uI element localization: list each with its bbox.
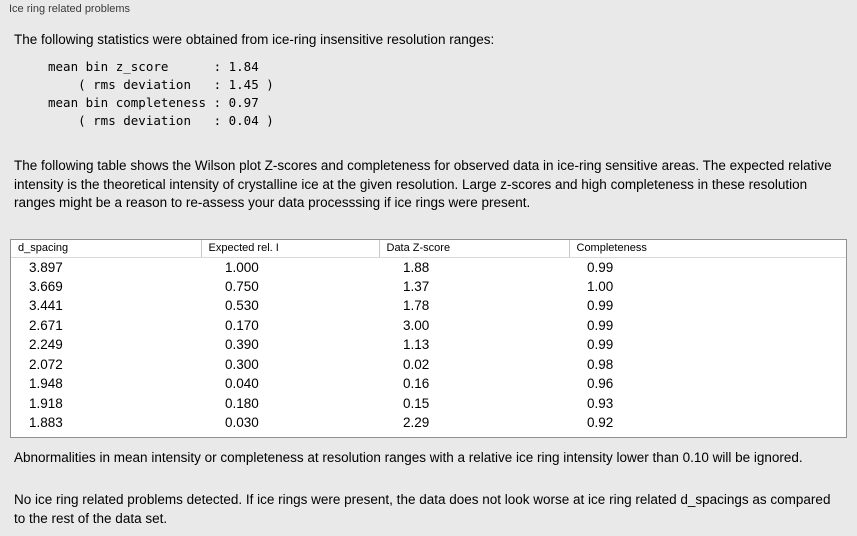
table-cell: 1.78 (403, 298, 430, 314)
ice-table-body: 3.897 1.000 1.88 0.99 3.669 0.750 1.37 1.00 3.44… (11, 257, 846, 433)
table-row[interactable]: 1.948 0.040 0.16 0.96 (11, 374, 846, 394)
table-cell: 1.918 (29, 395, 63, 411)
table-cell: 0.99 (587, 337, 614, 353)
table-cell: 2.671 (29, 317, 63, 333)
table-row[interactable]: 1.883 0.030 2.29 0.92 (11, 413, 846, 433)
conclusion-text: No ice ring related problems detected. I… (14, 492, 831, 526)
table-cell: 3.00 (403, 317, 430, 333)
table-row[interactable]: 2.671 0.170 3.00 0.99 (11, 316, 846, 336)
table-cell: 0.99 (587, 259, 614, 275)
table-cell: 0.16 (403, 376, 430, 392)
table-cell: 0.02 (403, 356, 430, 372)
table-cell: 0.99 (587, 298, 614, 314)
table-cell: 0.170 (225, 317, 259, 333)
table-cell: 0.390 (225, 337, 259, 353)
table-cell: 0.92 (587, 415, 614, 431)
table-row[interactable]: 3.669 0.750 1.37 1.00 (11, 277, 846, 297)
table-row[interactable]: 3.897 1.000 1.88 0.99 (11, 257, 846, 277)
panel-title: Ice ring related problems (9, 3, 131, 15)
table-row[interactable]: 2.249 0.390 1.13 0.99 (11, 335, 846, 355)
stat-line-completeness-rms: ( rms deviation : 0.04 ) (48, 113, 274, 128)
table-cell: 1.37 (403, 278, 430, 294)
table-cell: 0.040 (225, 376, 259, 392)
table-row[interactable]: 2.072 0.300 0.02 0.98 (11, 355, 846, 375)
table-cell: 0.180 (225, 395, 259, 411)
table-cell: 2.072 (29, 356, 63, 372)
table-cell: 0.98 (587, 356, 614, 372)
table-cell: 1.88 (403, 259, 430, 275)
ignore-rule-text: Abnormalities in mean intensity or compl… (14, 450, 803, 465)
table-cell: 2.249 (29, 337, 63, 353)
column-header-d-spacing[interactable]: d_spacing (11, 240, 202, 258)
table-cell: 0.300 (225, 356, 259, 372)
table-cell: 0.99 (587, 317, 614, 333)
table-cell: 3.441 (29, 298, 63, 314)
ice-ring-table[interactable]: d_spacing Expected rel. I Data Z-score C… (10, 239, 847, 438)
column-header-data-z-score[interactable]: Data Z-score (379, 240, 570, 258)
table-cell: 1.00 (587, 278, 614, 294)
table-cell: 0.15 (403, 395, 430, 411)
stats-mono-block: mean bin z_score : 1.84 ( rms deviation … (48, 58, 274, 130)
table-cell: 1.948 (29, 376, 63, 392)
table-cell: 0.93 (587, 395, 614, 411)
column-header-completeness[interactable]: Completeness (569, 240, 846, 258)
table-cell: 1.883 (29, 415, 63, 431)
table-cell: 1.000 (225, 259, 259, 275)
table-header-row: d_spacing Expected rel. I Data Z-score C… (11, 240, 846, 258)
table-cell: 0.530 (225, 298, 259, 314)
table-cell: 3.669 (29, 278, 63, 294)
stat-line-completeness: mean bin completeness : 0.97 (48, 95, 259, 110)
table-row[interactable]: 1.918 0.180 0.15 0.93 (11, 394, 846, 414)
table-cell: 2.29 (403, 415, 430, 431)
table-intro-text: The following table shows the Wilson plo… (14, 158, 832, 210)
table-cell: 3.897 (29, 259, 63, 275)
table-cell: 0.030 (225, 415, 259, 431)
table-cell: 0.96 (587, 376, 614, 392)
stats-intro-text: The following statistics were obtained f… (14, 32, 495, 47)
table-row[interactable]: 3.441 0.530 1.78 0.99 (11, 296, 846, 316)
table-cell: 1.13 (403, 337, 430, 353)
stat-line-zscore: mean bin z_score : 1.84 (48, 59, 259, 74)
table-cell: 0.750 (225, 278, 259, 294)
stat-line-zscore-rms: ( rms deviation : 1.45 ) (48, 77, 274, 92)
column-header-expected-rel-i[interactable]: Expected rel. I (201, 240, 380, 258)
